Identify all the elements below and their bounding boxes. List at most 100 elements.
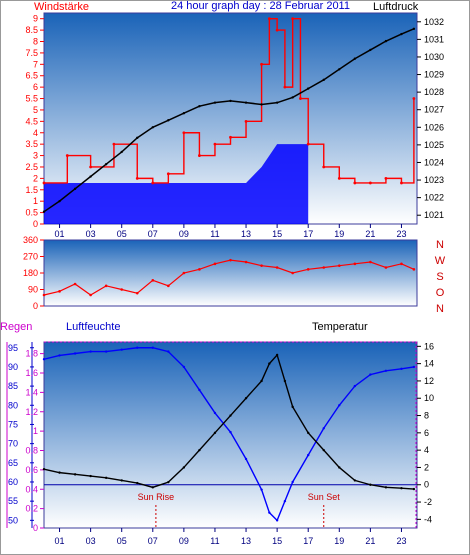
wind-tick-label: 6.5 — [25, 71, 38, 81]
compass-letter: N — [436, 303, 444, 315]
x-tick-label: 21 — [365, 229, 375, 239]
x-tick-label: 09 — [179, 536, 189, 546]
temperature-axis-ticks: -4 -2 0 2 4 6 8 10 12 14 16 — [417, 341, 434, 524]
x-tick-label: 15 — [272, 229, 282, 239]
pressure-point — [58, 199, 61, 203]
wind-tick-label: 8 — [33, 37, 38, 47]
wind-speed-point — [412, 97, 416, 100]
temperature-point — [322, 448, 325, 452]
wind-direction-plot-area — [43, 239, 418, 307]
pressure-point — [369, 48, 372, 52]
wind-direction-point — [275, 266, 279, 269]
pressure-point — [120, 150, 123, 154]
wind-speed-point — [89, 165, 93, 169]
pressure-tick-label: 1027 — [424, 105, 444, 115]
wind-speed-point — [299, 97, 302, 100]
pressure-point — [182, 112, 186, 115]
temperature-point — [412, 487, 416, 491]
direction-tick-label: 360 — [23, 235, 38, 245]
humidity-point — [369, 373, 372, 376]
pressure-point — [198, 104, 201, 108]
pressure-axis-ticks: 1021 1022 1023 1024 1025 1026 1027 1028 1029 1030… — [417, 17, 444, 220]
temperature-tick-label: 8 — [424, 411, 429, 421]
humidity-axis-title: Luftfeuchte — [66, 321, 120, 333]
sun-event-label: Sun Set — [308, 492, 341, 502]
wind-tick-label: 5 — [33, 105, 38, 115]
humidity-point — [291, 480, 294, 484]
x-tick-label: 17 — [303, 229, 313, 239]
rain-tick-label: 1.4 — [25, 387, 38, 397]
pressure-point — [307, 87, 310, 90]
humidity-temp-series: Sun Rise Sun Set — [42, 346, 417, 528]
temperature-point — [260, 379, 263, 383]
wind-speed-point — [337, 176, 341, 180]
wind-speed-point — [244, 119, 248, 123]
pressure-tick-label: 1031 — [424, 34, 444, 44]
humidity-tick-label: 90 — [8, 362, 18, 372]
wind-direction-point — [104, 284, 108, 288]
wind-tick-label: 2.5 — [25, 162, 38, 172]
temperature-tick-label: 16 — [424, 341, 434, 351]
temperature-tick-label: 12 — [424, 376, 434, 386]
pressure-tick-label: 1024 — [424, 157, 444, 167]
wind-direction-point — [58, 290, 61, 293]
rain-tick-label: 0 — [33, 523, 38, 533]
x-tick-label: 01 — [55, 229, 65, 239]
pressure-tick-label: 1021 — [424, 210, 444, 220]
rain-tick-label: 1.8 — [25, 349, 38, 359]
wind-speed-point — [42, 181, 46, 185]
humidity-tick-label: 65 — [8, 458, 18, 468]
gust-hours-area — [44, 144, 309, 224]
direction-tick-label: 180 — [23, 268, 38, 278]
humidity-point — [89, 350, 92, 353]
wind-tick-label: 3 — [33, 151, 38, 161]
rain-axis-title: Regen — [0, 321, 32, 333]
humidity-tick-label: 60 — [8, 477, 18, 487]
wind-speed-point — [213, 142, 217, 146]
direction-axis-ticks: 0 90 180 270 360 — [23, 235, 44, 311]
temperature-point — [291, 405, 294, 409]
wind-direction-point — [135, 291, 139, 295]
wind-speed-point — [260, 62, 263, 66]
temperature-point — [283, 379, 287, 383]
humidity-point — [275, 519, 279, 522]
humidity-point — [136, 346, 139, 349]
temperature-tick-label: -4 — [424, 514, 432, 524]
temperature-point — [400, 487, 403, 490]
temperature-point — [167, 480, 170, 484]
pressure-axis-title: Luftdruck — [373, 1, 419, 13]
wind-tick-label: 0 — [33, 219, 38, 229]
wind-tick-label: 4 — [33, 128, 38, 138]
wind-axis-ticks: 00.5 11.5 22.53 3.54 4.555.5 66.5 77.58 8.59 — [25, 14, 44, 229]
temperature-point — [104, 476, 108, 480]
compass-letter: S — [436, 271, 443, 283]
humidity-point — [338, 404, 341, 407]
wind-speed-point — [182, 131, 186, 135]
wind-pressure-series — [42, 17, 416, 224]
x-tick-label: 11 — [210, 536, 219, 546]
humidity-point — [400, 367, 403, 371]
wind-tick-label: 3.5 — [25, 139, 38, 149]
temperature-point — [120, 479, 123, 482]
wind-direction-point — [412, 268, 416, 271]
humidity-axis-ticks: 50 55 60 65 70 75 80 85 90 95 — [8, 343, 34, 525]
wind-direction-point — [182, 271, 186, 275]
temperature-point — [353, 479, 357, 482]
humidity-point — [42, 358, 46, 361]
x-tick-label: 11 — [210, 229, 219, 239]
wind-direction-point — [244, 260, 248, 264]
pressure-tick-label: 1026 — [424, 122, 444, 132]
humidity-point — [384, 369, 388, 372]
pressure-point — [291, 96, 294, 99]
temperature-tick-label: 14 — [424, 359, 434, 369]
wind-speed-line — [44, 18, 415, 184]
wind-direction-point — [198, 268, 201, 271]
rain-tick-label: 1.2 — [25, 407, 38, 417]
compass-letter: N — [436, 239, 444, 251]
wind-direction-point — [167, 284, 170, 288]
pressure-tick-label: 1022 — [424, 193, 444, 203]
wind-tick-label: 1.5 — [25, 185, 38, 195]
humidity-tick-label: 55 — [8, 496, 18, 506]
pressure-point — [322, 78, 325, 82]
wind-axis-title: Windstärke — [34, 1, 89, 13]
